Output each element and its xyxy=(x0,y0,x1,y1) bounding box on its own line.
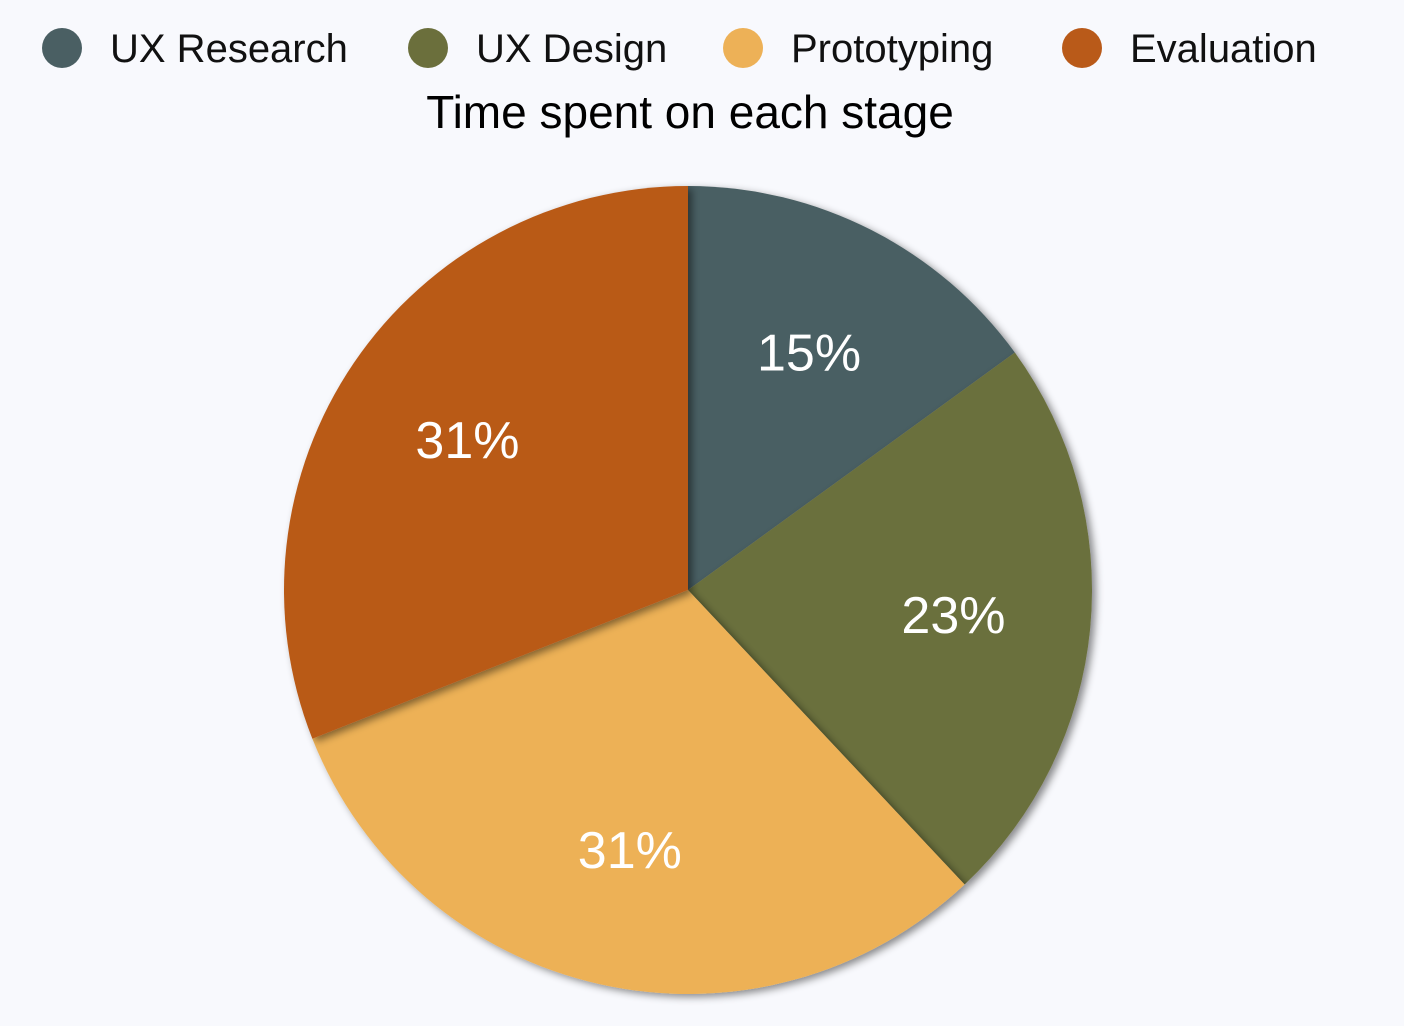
slice-label-prototyping: 31% xyxy=(578,822,682,880)
pie-slice-prototyping[interactable] xyxy=(312,590,965,994)
legend-item-prototyping[interactable]: Prototyping xyxy=(723,27,993,71)
legend-swatch-ux-design xyxy=(408,28,448,68)
chart-legend: UX Research UX Design Prototyping Evalua… xyxy=(42,27,1317,71)
chart-title: Time spent on each stage xyxy=(426,86,954,138)
legend-swatch-prototyping xyxy=(723,28,763,68)
pie-slice-ux-research[interactable] xyxy=(688,186,1015,590)
legend-item-ux-design[interactable]: UX Design xyxy=(408,27,667,71)
pie-slice-evaluation[interactable] xyxy=(284,186,688,739)
slice-label-ux-research: 15% xyxy=(757,324,861,382)
legend-label-evaluation: Evaluation xyxy=(1130,27,1317,71)
legend-label-ux-research: UX Research xyxy=(110,27,348,71)
slice-label-evaluation: 31% xyxy=(415,412,519,470)
slice-label-ux-design: 23% xyxy=(901,587,1005,645)
legend-swatch-ux-research xyxy=(42,28,82,68)
pie-slices xyxy=(284,186,1093,994)
legend-label-prototyping: Prototyping xyxy=(791,27,993,71)
pie-slice-ux-design[interactable] xyxy=(688,352,1093,885)
pie-slice-labels: 15% 23% 31% 31% xyxy=(415,324,1005,880)
legend-label-ux-design: UX Design xyxy=(476,27,667,71)
legend-item-ux-research[interactable]: UX Research xyxy=(42,27,348,71)
legend-item-evaluation[interactable]: Evaluation xyxy=(1062,27,1317,71)
legend-swatch-evaluation xyxy=(1062,28,1102,68)
